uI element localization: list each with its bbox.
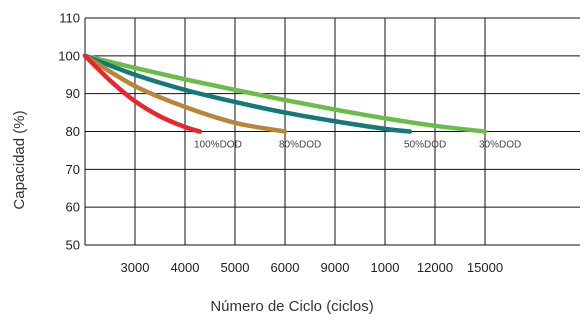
x-axis-title: Número de Ciclo (ciclos) xyxy=(210,298,373,315)
y-tick-label: 100 xyxy=(58,48,80,63)
y-tick-label: 80 xyxy=(66,124,80,139)
series-line-80-dod xyxy=(82,53,288,134)
y-tick-label: 90 xyxy=(66,86,80,101)
x-tick-label: 6000 xyxy=(271,260,300,275)
label-layer: 100%DOD 80%DOD 50%DOD 30%DOD xyxy=(194,140,521,151)
series-label-50-dod: 50%DOD xyxy=(404,140,446,151)
series-layer xyxy=(82,53,488,134)
series-line-30-dod xyxy=(82,53,488,134)
x-tick-label: 3000 xyxy=(121,260,150,275)
series-line-100-dod xyxy=(82,53,203,134)
series-label-80-dod: 80%DOD xyxy=(279,140,321,151)
y-tick-label: 70 xyxy=(66,162,80,177)
x-tick-label: 9000 xyxy=(321,260,350,275)
series-line-50-dod xyxy=(82,53,413,134)
y-tick-label: 50 xyxy=(66,238,80,253)
y-axis-title: Capacidad (%) xyxy=(11,110,28,209)
series-label-30-dod: 30%DOD xyxy=(479,140,521,151)
grid-layer xyxy=(84,17,580,246)
y-tick-label: 110 xyxy=(59,11,80,26)
x-tick-label: 5000 xyxy=(221,260,250,275)
series-label-100-dod: 100%DOD xyxy=(194,140,242,151)
y-tick-label: 60 xyxy=(66,200,80,215)
x-tick-label: 1000 xyxy=(371,260,400,275)
x-tick-label: 12000 xyxy=(417,260,453,275)
tick-layer: 110 100 90 80 70 60 50 3000 4000 5000 6000 9000 1000… xyxy=(58,11,503,276)
x-tick-label: 4000 xyxy=(171,260,200,275)
x-tick-label: 15000 xyxy=(467,260,503,275)
